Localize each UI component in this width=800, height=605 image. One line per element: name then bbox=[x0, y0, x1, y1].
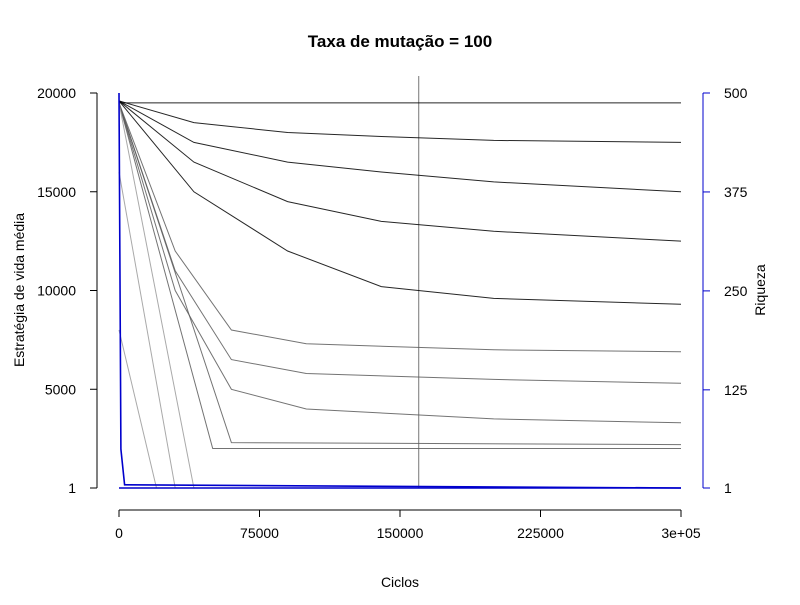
y2-axis-title: Riqueza bbox=[752, 264, 768, 316]
y-tick-label-0: 1 bbox=[68, 480, 76, 496]
x-ticks: 0 75000 150000 225000 3e+05 bbox=[115, 510, 701, 541]
y-tick-label-1: 5000 bbox=[45, 381, 76, 397]
x-tick-label-2: 150000 bbox=[377, 525, 424, 541]
strategy-series-line-1 bbox=[118, 100, 682, 305]
strategy-series-line-8 bbox=[118, 102, 682, 446]
y2-ticks: 1 125 250 375 500 bbox=[703, 85, 748, 496]
y2-tick-label-4: 500 bbox=[724, 85, 748, 101]
y-tick-label-3: 15000 bbox=[37, 184, 76, 200]
richness-series-line-13 bbox=[118, 92, 682, 489]
strategy-series-line-3 bbox=[118, 100, 682, 193]
y2-tick-label-1: 125 bbox=[724, 382, 748, 398]
strategy-series-line-2 bbox=[118, 100, 682, 242]
strategy-series-line-5 bbox=[118, 102, 682, 424]
strategy-series-line-6 bbox=[118, 102, 682, 384]
y2-tick-label-0: 1 bbox=[724, 480, 732, 496]
strategy-series-line-12 bbox=[118, 329, 681, 489]
y-tick-label-2: 10000 bbox=[37, 283, 76, 299]
chart-title: Taxa de mutação = 100 bbox=[308, 32, 492, 51]
strategy-series-line-10 bbox=[118, 102, 681, 489]
x-tick-label-0: 0 bbox=[115, 525, 123, 541]
strategy-series-line-11 bbox=[118, 171, 681, 489]
x-tick-label-1: 75000 bbox=[240, 525, 279, 541]
axes bbox=[96, 93, 704, 511]
y-tick-label-4: 20000 bbox=[37, 85, 76, 101]
strategy-series-line-4 bbox=[118, 100, 682, 143]
x-tick-label-3: 225000 bbox=[517, 525, 564, 541]
y2-tick-label-2: 250 bbox=[724, 283, 748, 299]
y2-tick-label-3: 375 bbox=[724, 184, 748, 200]
x-axis-title: Ciclos bbox=[381, 574, 419, 590]
plot-area bbox=[118, 76, 682, 489]
y-axis-title: Estratégia de vida média bbox=[11, 213, 27, 367]
x-tick-label-4: 3e+05 bbox=[661, 525, 701, 541]
strategy-series-line-9 bbox=[118, 102, 681, 449]
strategy-series-line-7 bbox=[118, 102, 682, 353]
